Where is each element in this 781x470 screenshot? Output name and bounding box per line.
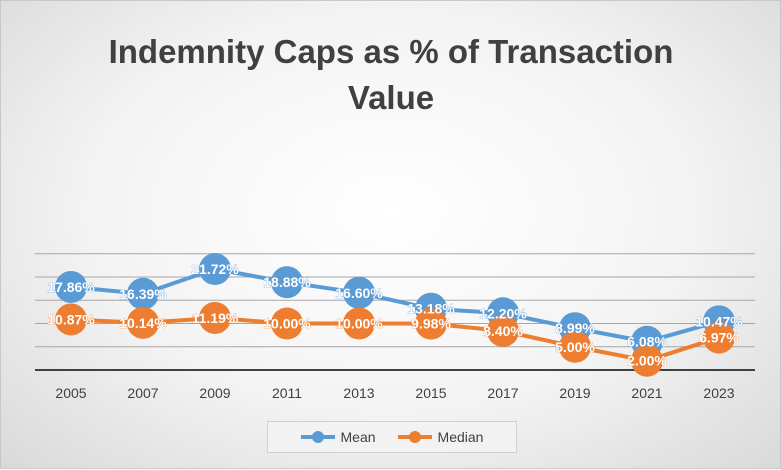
legend-swatch	[300, 431, 335, 443]
data-point-median	[487, 314, 519, 347]
data-label-mean: 17.86%	[47, 279, 95, 295]
legend: Mean Median	[267, 421, 517, 453]
legend-item-mean: Mean	[300, 429, 376, 445]
data-label-median: 5.00%	[555, 339, 595, 355]
data-label-median: 6.97%	[699, 330, 739, 346]
data-point-mean	[127, 277, 159, 310]
data-point-median	[703, 321, 735, 354]
legend-label: Median	[437, 429, 484, 445]
data-label-mean: 8.99%	[555, 320, 595, 336]
data-label-median: 8.40%	[483, 323, 523, 339]
data-point-mean	[343, 276, 375, 309]
data-label-median: 10.00%	[335, 316, 383, 332]
x-tick-label: 2017	[487, 385, 518, 401]
data-point-mean	[199, 253, 231, 286]
x-tick-label: 2011	[272, 385, 302, 401]
data-label-median: 10.00%	[263, 316, 311, 332]
x-tick-label: 2015	[415, 385, 446, 401]
x-tick-label: 2009	[199, 385, 230, 401]
data-label-mean: 21.72%	[191, 261, 239, 277]
x-tick-label: 2007	[127, 385, 158, 401]
data-label-mean: 6.08%	[627, 334, 667, 350]
data-point-median	[127, 306, 159, 339]
series-line-median	[70, 315, 720, 363]
data-point-mean	[271, 266, 303, 299]
legend-swatch	[397, 431, 432, 443]
data-label-median: 10.87%	[47, 311, 95, 327]
data-point-median	[199, 301, 231, 334]
data-label-mean: 10.47%	[695, 313, 743, 329]
legend-item-median: Median	[397, 429, 484, 445]
data-point-median	[55, 303, 87, 336]
data-point-mean	[55, 270, 87, 303]
data-label-mean: 16.60%	[335, 285, 383, 301]
legend-label: Mean	[340, 429, 376, 445]
data-point-median	[415, 307, 447, 340]
data-label-median: 2.00%	[627, 353, 667, 369]
data-label-mean: 12.20%	[479, 305, 527, 321]
data-label-mean: 13.18%	[407, 301, 455, 317]
data-label-mean: 16.39%	[119, 286, 167, 302]
data-label-median: 10.14%	[119, 315, 167, 331]
series-line-mean	[70, 267, 720, 344]
x-tick-label: 2023	[703, 385, 734, 401]
data-label-median: 9.98%	[411, 316, 451, 332]
x-tick-label: 2019	[559, 385, 590, 401]
data-point-median	[559, 330, 591, 363]
chart-title: Indemnity Caps as % of Transaction Value	[108, 33, 674, 116]
data-label-mean: 18.88%	[263, 274, 311, 290]
x-tick-label: 2013	[343, 385, 374, 401]
data-point-median	[343, 307, 375, 340]
data-point-median	[631, 344, 663, 377]
data-point-median	[271, 307, 303, 340]
data-label-median: 11.19%	[192, 310, 239, 326]
x-tick-label: 2005	[55, 385, 86, 401]
x-tick-label: 2021	[631, 385, 662, 401]
